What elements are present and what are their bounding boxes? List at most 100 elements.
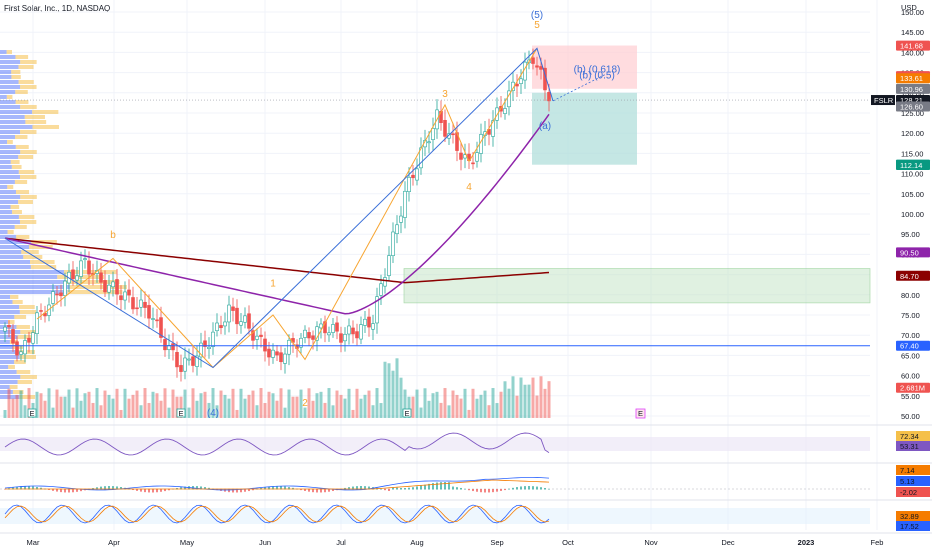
candle [7,325,11,328]
candle [147,305,151,319]
macd-histogram-bar [96,487,98,490]
rsi-tag [896,441,930,451]
price-tag [896,247,930,258]
macd-histogram-bar [360,486,362,490]
volume-bar [163,388,167,418]
macd-histogram-bar [284,486,286,490]
price-tag [896,340,930,351]
volume-profile-bar [19,350,35,354]
volume-bar [207,402,211,418]
volume-profile-bar [15,135,28,139]
x-tick-label: Feb [871,538,884,547]
volume-profile-bar [0,255,24,259]
volume-profile-bar [0,210,13,214]
candle [279,352,283,363]
volume-profile-bar [0,75,12,79]
volume-profile-bar [0,165,12,169]
candle [343,333,347,342]
ema-fast-line [4,113,550,315]
candle [31,332,35,344]
candle [155,319,159,322]
macd-histogram-bar [244,489,246,492]
candle [339,333,343,343]
volume-profile-bar [0,105,21,109]
volume-profile-bar [15,190,30,194]
macd-histogram-bar [280,486,282,490]
macd-histogram-bar [444,482,446,490]
volume-profile-bar [0,270,65,274]
volume-bar [423,388,427,418]
volume-profile-bar [0,95,7,99]
volume-profile-bar [14,225,27,229]
macd-histogram-bar [520,486,522,490]
volume-bar [519,377,523,418]
volume-profile-bar [16,370,31,374]
volume-profile-bar [19,395,36,399]
macd-histogram-bar [400,487,402,490]
volume-profile-bar [0,350,20,354]
candle [227,304,231,323]
macd-histogram-bar [452,486,454,490]
volume-bar [479,394,483,418]
candles [3,48,551,382]
macd-histogram-bar [236,489,238,493]
candle [127,289,131,296]
macd-histogram-bar [152,489,154,493]
earnings-marker-label: E [638,409,643,418]
wave-label: (a) [539,121,551,132]
volume-profile-bar [25,120,47,124]
macd-histogram-bar [380,488,382,490]
volume-bar [11,398,15,418]
volume-profile-bar [0,260,31,264]
rsi-tag-label: 53.31 [900,442,919,451]
macd-histogram-bar [440,482,442,490]
volume-profile-bar [11,75,21,79]
candle [315,326,319,341]
price-tag [896,101,930,112]
x-tick-label: May [180,538,194,547]
volume-bar [523,384,527,418]
zones [403,45,871,304]
macd-tag [896,476,930,486]
wave-path-blue [4,47,554,369]
candle [503,108,507,114]
volume-bar [3,410,7,418]
macd-histogram-bar [332,489,334,492]
candle [27,337,31,343]
volume-profile-bar [32,125,59,129]
volume-profile-bar [0,265,31,269]
volume-profile-bar [20,60,37,64]
candle [319,323,323,329]
macd-histogram-bar [508,488,510,490]
candle [171,343,175,351]
volume-bar [131,394,135,418]
volume-bar [79,400,83,418]
volume-profile-bar [0,280,66,284]
x-tick-label: Sep [490,538,503,547]
macd-histogram-bar [548,488,550,490]
volume-bar [351,409,355,418]
volume-bar [427,400,431,418]
macd-histogram-bar [56,489,58,492]
candle [335,322,339,332]
volume-profile-bar [18,65,34,69]
volume-profile-bar [7,140,13,144]
candle [307,332,311,339]
candle [323,321,327,334]
macd-histogram-bar [524,486,526,490]
y-tick-label: 140.00 [901,48,924,57]
macd-histogram-bar [24,486,26,490]
volume-bar [319,391,323,418]
volume-profile-bar [12,390,24,394]
earnings-marker [402,408,412,418]
macd-histogram-bar [268,486,270,490]
volume-bar [227,398,231,418]
volume-bars [3,358,551,418]
volume-profile-bar [0,90,16,94]
volume-bar [403,389,407,418]
volume-profile-bar [18,155,34,159]
candle [487,129,491,135]
macd-signal [5,479,550,490]
volume-profile-bar [20,85,37,89]
